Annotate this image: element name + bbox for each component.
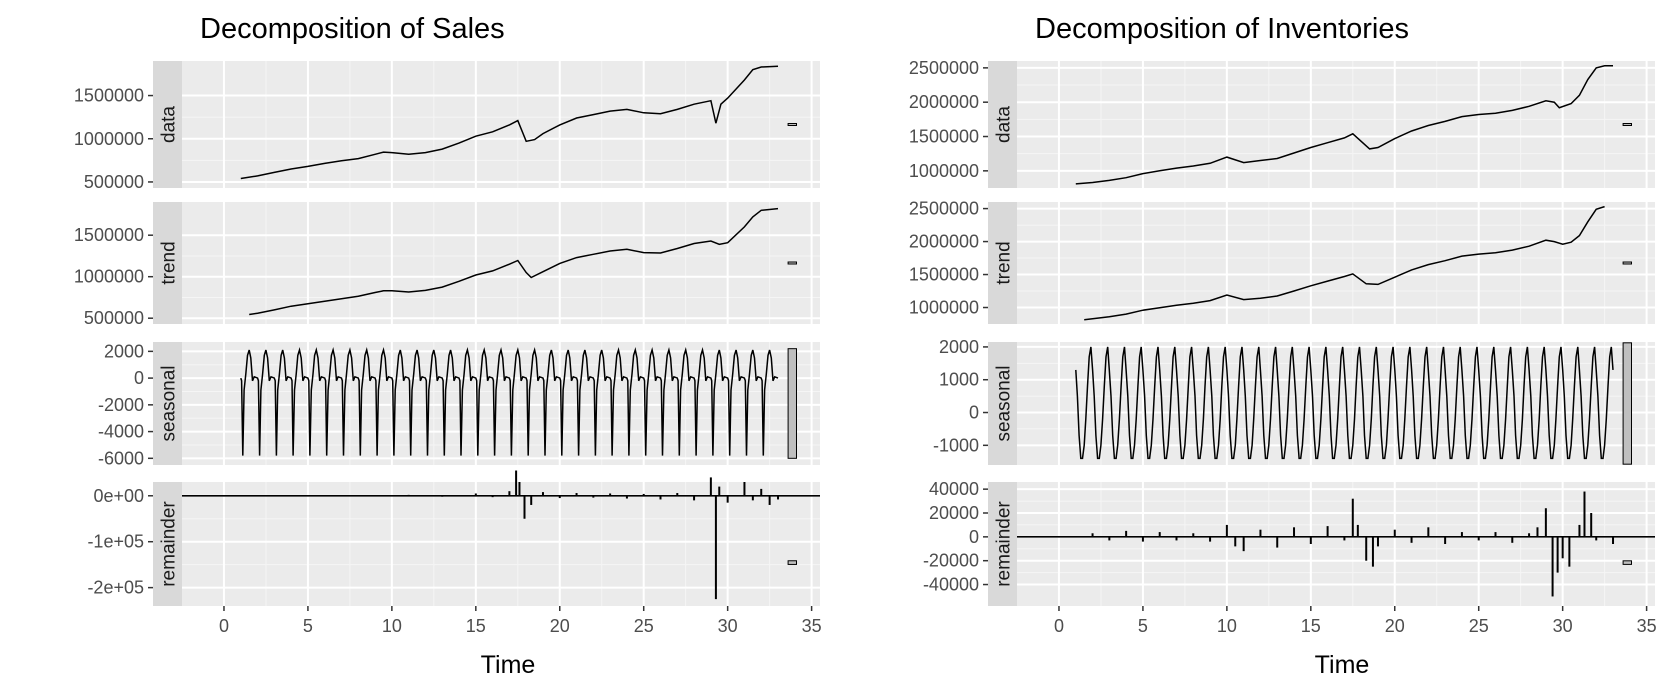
scale-bar [787, 348, 797, 459]
y-tick-label: -6000 [98, 448, 144, 468]
y-tick-label: 1000 [939, 370, 979, 390]
panel-background [182, 61, 820, 188]
y-tick-label: -40000 [923, 575, 979, 595]
y-tick-label: 2000 [104, 341, 144, 361]
strip-background [988, 342, 1017, 465]
panel-background [1017, 202, 1655, 324]
series-line-data [1075, 65, 1613, 185]
y-tick-label: 40000 [929, 479, 979, 499]
x-tick-label: 15 [1301, 616, 1321, 636]
scale-bar [787, 560, 797, 565]
x-tick-label: 35 [802, 616, 822, 636]
panel-background [1017, 61, 1655, 188]
chart-title-sales: Decomposition of Sales [200, 13, 505, 45]
x-tick-label: 0 [219, 616, 229, 636]
x-tick-label: 25 [634, 616, 654, 636]
y-tick-label: 0 [134, 368, 144, 388]
panel-trend: 1000000 1500000 2000000 2500000 trend [909, 199, 1655, 324]
x-tick-label: 5 [1138, 616, 1148, 636]
x-axis-title: Time [481, 651, 536, 679]
x-tick-label: 10 [382, 616, 402, 636]
strip-background [153, 61, 182, 188]
panel-seasonal: -1000 0 1000 2000 seasonal [933, 337, 1655, 465]
panel-background [182, 202, 820, 324]
x-axis-title: Time [1315, 651, 1370, 679]
series-line-seasonal [240, 347, 779, 456]
series-line-trend [249, 207, 779, 316]
y-tick-label: 0 [969, 403, 979, 423]
y-tick-label: 1500000 [909, 265, 979, 285]
y-tick-label: -2000 [98, 395, 144, 415]
inventories-decomposition-chart: Decomposition of Inventories 10000001500… [909, 13, 1657, 679]
y-tick-label: 0 [969, 527, 979, 547]
scale-bar [1622, 123, 1632, 126]
x-tick-label: 20 [550, 616, 570, 636]
series-line-data [240, 65, 779, 180]
x-tick-label: 10 [1217, 616, 1237, 636]
x-tick-label: 5 [303, 616, 313, 636]
strip-label-trend: trend [159, 241, 180, 284]
y-tick-label: 2000000 [909, 232, 979, 252]
x-tick-label: 15 [466, 616, 486, 636]
scale-bar [787, 261, 797, 265]
y-tick-label: -4000 [98, 422, 144, 442]
strip-background [153, 482, 182, 606]
y-tick-label: 20000 [929, 503, 979, 523]
x-tick-label: 30 [718, 616, 738, 636]
panel-trend: 500000 1000000 1500000 trend [74, 202, 820, 328]
x-tick-label: 0 [1054, 616, 1064, 636]
strip-background [153, 342, 182, 465]
y-tick-label: 500000 [84, 308, 144, 328]
y-tick-label: 1000000 [909, 298, 979, 318]
scale-bar [1622, 261, 1632, 265]
y-tick-label: 1000000 [74, 267, 144, 287]
y-tick-label: 1000000 [74, 129, 144, 149]
x-tick-label: 20 [1385, 616, 1405, 636]
series-line-trend [1084, 205, 1605, 321]
series-line-seasonal [1075, 346, 1614, 460]
x-tick-label: 25 [1469, 616, 1489, 636]
panel-data: 500000 1000000 1500000 data [74, 61, 820, 192]
y-tick-label: 2000 [939, 337, 979, 357]
strip-label-seasonal: seasonal [994, 365, 1015, 441]
strip-background [988, 61, 1017, 188]
y-tick-label: 0e+00 [93, 486, 144, 506]
y-tick-label: 1000000 [909, 161, 979, 181]
scale-bar [787, 123, 797, 126]
y-tick-label: -1e+05 [87, 532, 144, 552]
panel-remainder: -2e+05 -1e+05 0e+00 remainder [87, 470, 820, 606]
strip-label-data: data [159, 106, 180, 143]
y-tick-label: 2500000 [909, 58, 979, 78]
y-tick-label: 1500000 [909, 127, 979, 147]
y-tick-label: -2e+05 [87, 578, 144, 598]
panel-background [182, 482, 820, 606]
y-tick-label: 2000000 [909, 92, 979, 112]
strip-background [988, 482, 1017, 606]
x-tick-label: 30 [1553, 616, 1573, 636]
sales-decomposition-chart: Decomposition of Sales 50000010000001500… [74, 13, 822, 679]
y-tick-label: -20000 [923, 551, 979, 571]
panel-seasonal: -6000 -4000 -2000 0 2000 seasonal [98, 341, 820, 468]
x-tick-label: 35 [1637, 616, 1657, 636]
strip-label-remainder: remainder [159, 501, 180, 587]
strip-label-trend: trend [994, 241, 1015, 284]
y-tick-label: 1500000 [74, 86, 144, 106]
y-tick-label: -1000 [933, 435, 979, 455]
strip-background [153, 202, 182, 324]
strip-label-remainder: remainder [994, 501, 1015, 587]
y-tick-label: 500000 [84, 172, 144, 192]
panel-data: 1000000 1500000 2000000 2500000 data [909, 58, 1655, 188]
strip-label-seasonal: seasonal [159, 365, 180, 441]
scale-bar [1622, 560, 1632, 565]
panel-remainder: -40000 -20000 0 20000 40000 remainder [923, 479, 1655, 606]
y-tick-label: 2500000 [909, 199, 979, 219]
strip-label-data: data [994, 106, 1015, 143]
chart-title-inventories: Decomposition of Inventories [1035, 13, 1409, 45]
y-tick-label: 1500000 [74, 225, 144, 245]
scale-bar [1622, 342, 1632, 465]
strip-background [988, 202, 1017, 324]
